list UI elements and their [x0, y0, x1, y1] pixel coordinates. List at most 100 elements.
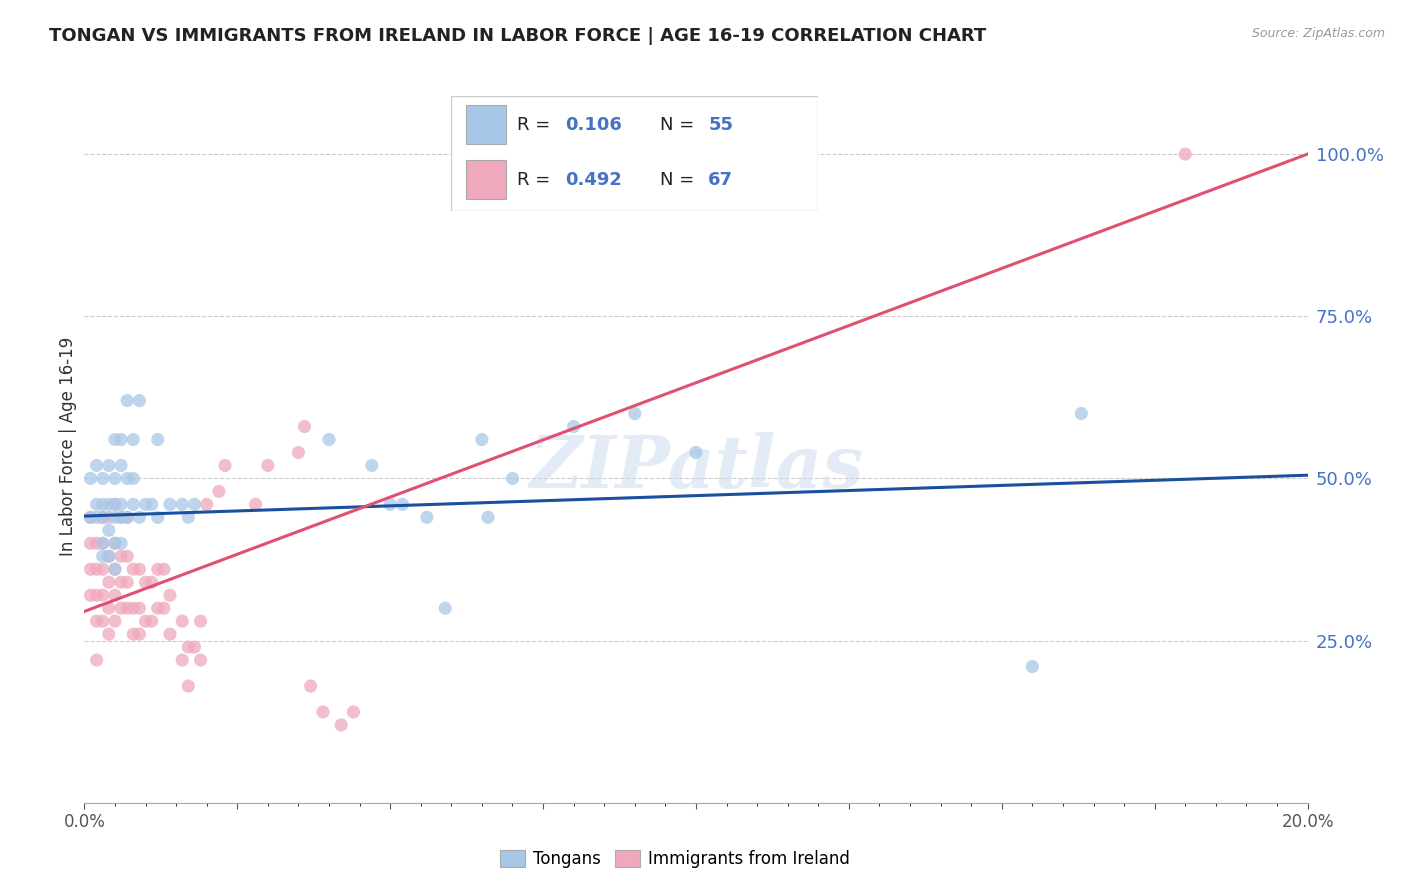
Point — [104, 562, 127, 576]
Point — [115, 510, 138, 524]
Point — [91, 536, 114, 550]
Point — [391, 497, 413, 511]
Point — [159, 588, 181, 602]
Point — [104, 497, 127, 511]
Point — [257, 458, 280, 473]
Point — [110, 601, 132, 615]
Point — [110, 497, 132, 511]
Point — [190, 614, 212, 628]
Point — [342, 705, 364, 719]
Point — [110, 458, 132, 473]
Point — [122, 433, 145, 447]
Point — [146, 601, 169, 615]
Point — [1021, 659, 1043, 673]
Point — [146, 510, 169, 524]
Point — [79, 471, 101, 485]
Point — [312, 705, 335, 719]
Point — [115, 393, 138, 408]
Point — [110, 433, 132, 447]
Point — [86, 614, 108, 628]
Point — [86, 653, 108, 667]
Point — [208, 484, 231, 499]
Point — [172, 614, 194, 628]
Point — [104, 536, 127, 550]
Point — [110, 510, 132, 524]
Point — [115, 601, 138, 615]
Point — [97, 510, 120, 524]
Point — [294, 419, 316, 434]
Point — [104, 562, 127, 576]
Y-axis label: In Labor Force | Age 16-19: In Labor Force | Age 16-19 — [59, 336, 77, 556]
Point — [91, 536, 114, 550]
Point — [177, 510, 200, 524]
Point — [86, 536, 108, 550]
Point — [330, 718, 353, 732]
Point — [91, 510, 114, 524]
Point — [122, 627, 145, 641]
Point — [104, 471, 127, 485]
Point — [153, 601, 176, 615]
Point — [122, 601, 145, 615]
Point — [153, 562, 176, 576]
Point — [135, 614, 157, 628]
Point — [502, 471, 524, 485]
Text: ZIPatlas: ZIPatlas — [529, 432, 863, 503]
Point — [146, 433, 169, 447]
Point — [86, 588, 108, 602]
Point — [624, 407, 647, 421]
Point — [122, 471, 145, 485]
Point — [91, 471, 114, 485]
Point — [128, 510, 150, 524]
Point — [159, 497, 181, 511]
Point — [86, 458, 108, 473]
Point — [91, 562, 114, 576]
Point — [177, 679, 200, 693]
Point — [115, 575, 138, 590]
Point — [110, 536, 132, 550]
Point — [97, 497, 120, 511]
Point — [190, 653, 212, 667]
Point — [79, 536, 101, 550]
Point — [110, 575, 132, 590]
Point — [434, 601, 457, 615]
Point — [91, 588, 114, 602]
Point — [97, 458, 120, 473]
Point — [360, 458, 382, 473]
Point — [685, 445, 707, 459]
Point — [122, 562, 145, 576]
Point — [141, 614, 163, 628]
Point — [183, 640, 205, 654]
Point — [86, 497, 108, 511]
Point — [91, 614, 114, 628]
Point — [97, 601, 120, 615]
Point — [110, 549, 132, 564]
Point — [128, 562, 150, 576]
Point — [135, 575, 157, 590]
Point — [115, 510, 138, 524]
Point — [318, 433, 340, 447]
Point — [195, 497, 218, 511]
Point — [159, 627, 181, 641]
Point — [128, 393, 150, 408]
Legend: Tongans, Immigrants from Ireland: Tongans, Immigrants from Ireland — [494, 843, 856, 875]
Point — [104, 614, 127, 628]
Text: TONGAN VS IMMIGRANTS FROM IRELAND IN LABOR FORCE | AGE 16-19 CORRELATION CHART: TONGAN VS IMMIGRANTS FROM IRELAND IN LAB… — [49, 27, 987, 45]
Point — [146, 562, 169, 576]
Point — [177, 640, 200, 654]
Point — [122, 497, 145, 511]
Point — [79, 588, 101, 602]
Point — [471, 433, 494, 447]
Point — [79, 510, 101, 524]
Point — [172, 497, 194, 511]
Point — [86, 562, 108, 576]
Point — [104, 588, 127, 602]
Point — [135, 497, 157, 511]
Point — [477, 510, 499, 524]
Point — [79, 562, 101, 576]
Point — [245, 497, 267, 511]
Point — [416, 510, 439, 524]
Point — [299, 679, 322, 693]
Point — [79, 510, 101, 524]
Point — [97, 575, 120, 590]
Point — [91, 497, 114, 511]
